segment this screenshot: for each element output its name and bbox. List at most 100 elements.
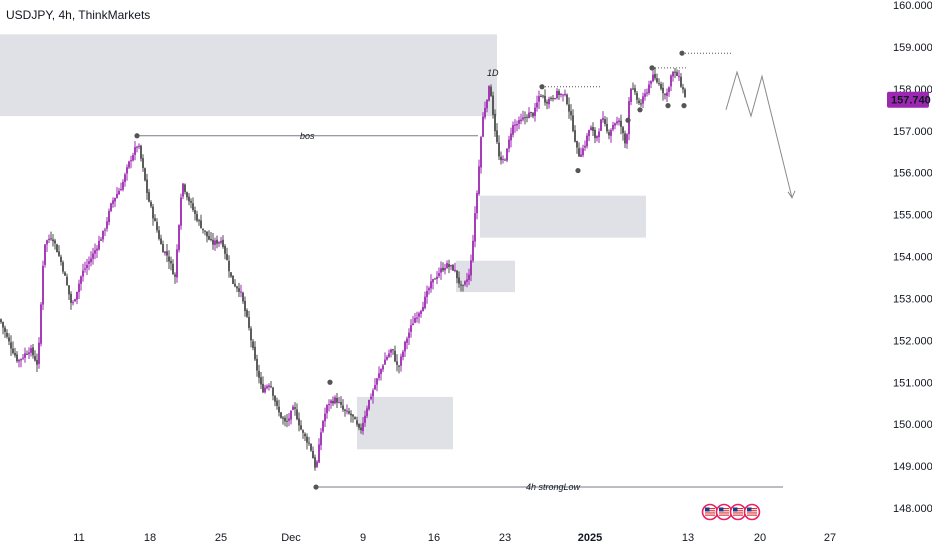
candle-body: [16, 354, 18, 362]
candle-body: [164, 251, 166, 254]
candle-body: [540, 95, 542, 97]
candle-body: [214, 240, 216, 245]
us-flag-icon[interactable]: [729, 503, 747, 521]
economic-event-flags[interactable]: [701, 503, 761, 521]
candle-body: [428, 288, 430, 291]
candle-body: [390, 349, 392, 353]
candle-body: [450, 265, 452, 267]
chart-title: USDJPY, 4h, ThinkMarkets: [6, 8, 151, 22]
candle-body: [106, 221, 108, 229]
flag-stripe: [719, 512, 729, 514]
candle-body: [172, 263, 174, 275]
candle-body: [68, 285, 70, 295]
candle-body: [344, 409, 346, 411]
candle-body: [484, 107, 486, 118]
candle-body: [308, 442, 310, 444]
y-tick-label: 152.000: [893, 335, 932, 347]
candle-body: [554, 98, 556, 100]
us-flag-icon[interactable]: [715, 503, 733, 521]
flag-canton: [747, 507, 752, 512]
y-tick-label: 157.000: [893, 126, 932, 138]
candle-body: [402, 351, 404, 358]
candle-body: [538, 96, 540, 102]
candle-body: [398, 365, 400, 367]
candle-body: [674, 71, 676, 73]
candle-body: [524, 117, 526, 119]
candle-body: [134, 147, 136, 155]
us-flag-icon[interactable]: [701, 503, 719, 521]
candle-body: [278, 406, 280, 413]
candle-body: [666, 92, 668, 96]
candle-body: [656, 78, 658, 83]
candle-body: [34, 355, 36, 361]
flag-stripe: [733, 510, 743, 512]
candle-body: [452, 264, 454, 271]
y-tick-label: 156.000: [893, 168, 932, 180]
candle-body: [274, 395, 276, 402]
candle-body: [2, 322, 4, 328]
candle-body: [12, 348, 14, 354]
time-axis[interactable]: 11 18 25 Dec 9 16 23 2025 13 20 27: [73, 532, 836, 544]
candle-body: [150, 202, 152, 207]
price-axis[interactable]: 160.000159.000158.000157.000156.000155.0…: [893, 0, 932, 515]
candle-body: [258, 371, 260, 378]
candle-body: [552, 98, 554, 100]
candle-body: [264, 387, 266, 393]
candle-body: [26, 353, 28, 355]
candle-body: [494, 113, 496, 132]
candle-body: [10, 342, 12, 349]
flag-stripe: [719, 510, 729, 512]
flag-stripe: [719, 508, 729, 510]
candle-body: [146, 179, 148, 193]
candle-body: [244, 300, 246, 311]
candle-body: [652, 74, 654, 82]
candle-body: [64, 272, 66, 276]
candle-body: [272, 387, 274, 396]
candle-body: [178, 225, 180, 250]
candle-body: [20, 359, 22, 361]
candle-body: [36, 360, 38, 365]
candle-body: [480, 137, 482, 168]
candle-body: [430, 281, 432, 289]
candle-body: [358, 424, 360, 428]
candle-body: [508, 139, 510, 149]
candle-body: [334, 397, 336, 404]
flag-stripe: [733, 512, 743, 514]
candle-body: [270, 386, 272, 388]
candle-body: [260, 377, 262, 385]
candle-body: [562, 94, 564, 96]
candle-body: [566, 94, 568, 105]
candle-body: [306, 436, 308, 443]
candle-body: [590, 127, 592, 131]
candle-body: [210, 239, 212, 241]
us-flag-icon[interactable]: [743, 503, 761, 521]
candle-body: [86, 264, 88, 269]
projection-arrowhead: [787, 190, 796, 199]
candle-body: [510, 133, 512, 141]
candle-body: [328, 404, 330, 406]
x-tick-label: 9: [360, 532, 366, 544]
candle-body: [300, 425, 302, 430]
candle-body: [592, 127, 594, 131]
candle-body: [100, 239, 102, 241]
x-tick-label: 16: [428, 532, 440, 544]
candle-body: [630, 88, 632, 102]
candle-body: [464, 281, 466, 285]
candle-body: [8, 337, 10, 342]
candle-body: [216, 239, 218, 244]
candle-body: [634, 88, 636, 93]
flag-stripe: [733, 514, 743, 516]
candle-body: [448, 264, 450, 267]
candle-body: [368, 399, 370, 410]
candle-body: [472, 240, 474, 261]
candle-body: [474, 213, 476, 242]
candle-body: [120, 189, 122, 191]
candle-body: [422, 307, 424, 312]
candle-body: [568, 104, 570, 112]
candle-body: [598, 131, 600, 138]
timeframe-label: 1D: [487, 68, 499, 78]
x-tick-label: Dec: [281, 532, 301, 544]
candle-body: [460, 284, 462, 286]
candle-body: [548, 98, 550, 105]
